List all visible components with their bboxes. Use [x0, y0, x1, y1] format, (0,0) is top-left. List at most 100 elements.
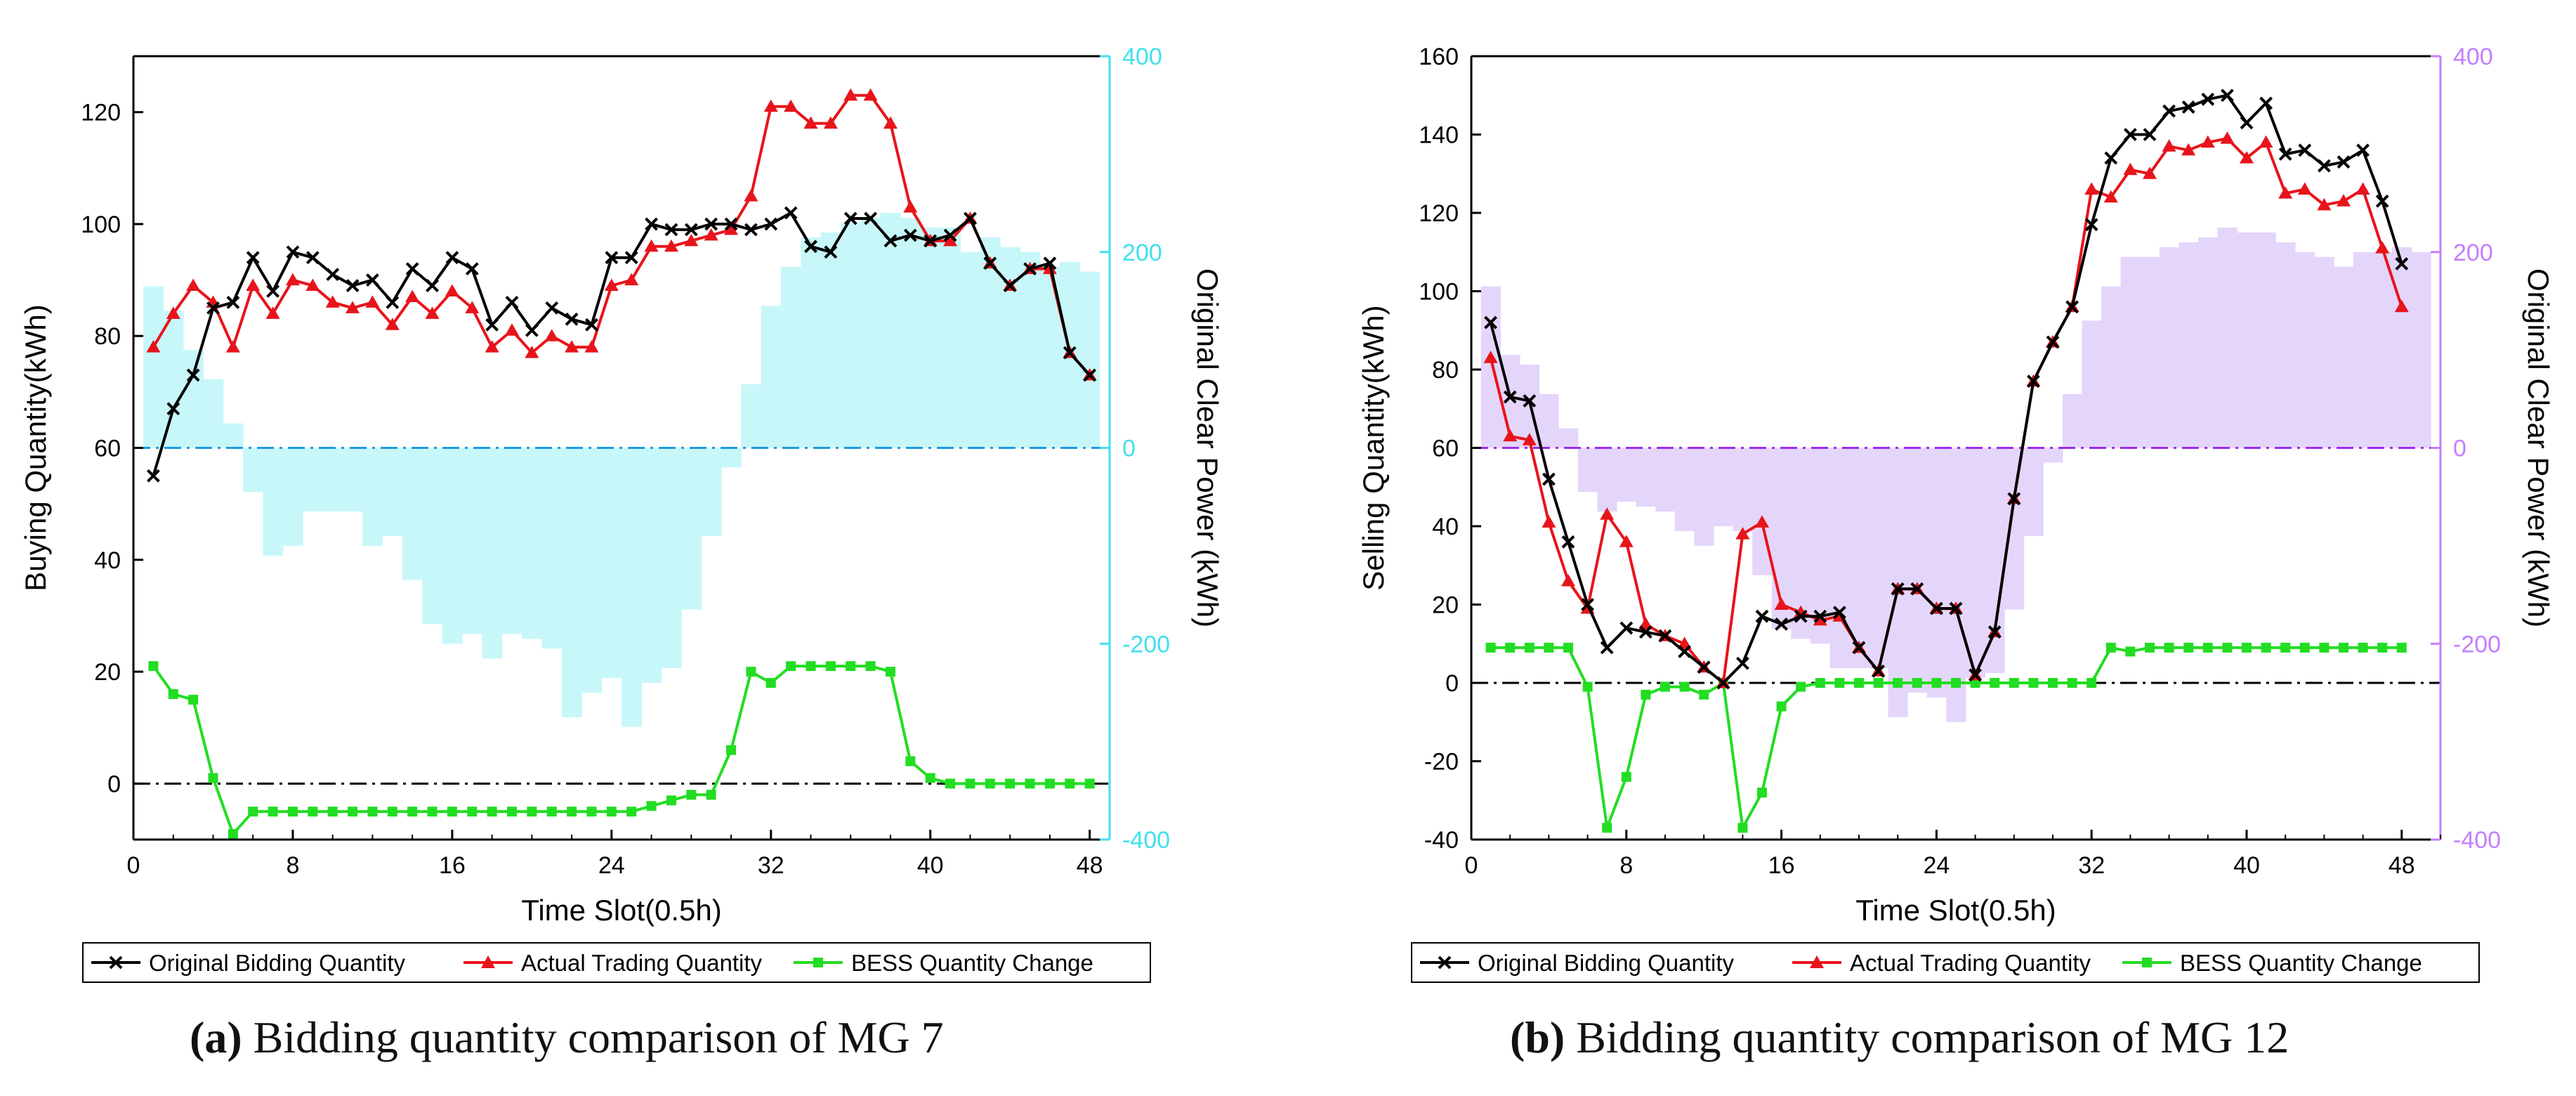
point-bess [765, 678, 776, 688]
point-bess [865, 661, 876, 672]
clear-power-bar [801, 237, 822, 448]
point-actual [2143, 167, 2157, 179]
point-original [2162, 104, 2176, 118]
clear-power-bar [1655, 448, 1676, 512]
clear-power-bar [143, 286, 164, 448]
point-original [465, 262, 479, 276]
clear-power-bar [382, 448, 403, 536]
point-bess [2028, 678, 2039, 688]
clear-power-bar [362, 448, 383, 546]
point-original [2278, 147, 2292, 161]
clear-power-bar [820, 232, 841, 448]
point-original [1503, 390, 1517, 404]
point-bess [746, 667, 756, 677]
point-original [426, 279, 439, 292]
clear-power-bar [721, 448, 742, 468]
point-bess [2222, 642, 2233, 653]
y-tick-label: 40 [1432, 514, 1459, 540]
point-actual [485, 340, 499, 353]
point-actual [1755, 515, 1769, 528]
x-tick-label: 8 [1619, 852, 1633, 879]
point-original [824, 245, 838, 259]
clear-power-bar [1636, 448, 1656, 507]
clear-power-bar [282, 448, 303, 546]
clear-power-bar [2334, 266, 2354, 448]
point-actual [565, 340, 579, 353]
clear-power-bar [1985, 448, 2005, 674]
point-original [226, 296, 240, 309]
point-original [744, 223, 758, 237]
y-tick-label: 0 [107, 771, 121, 797]
clear-power-bar [2411, 252, 2431, 448]
point-bess [1065, 778, 1075, 789]
point-original [964, 211, 977, 226]
point-original [1852, 641, 1866, 655]
point-original [1987, 625, 2002, 639]
point-bess [1893, 678, 1903, 688]
clear-power-bar [442, 448, 463, 644]
point-original [983, 256, 997, 270]
clear-power-bar [2275, 242, 2296, 448]
point-actual [265, 306, 280, 319]
point-bess [387, 807, 397, 817]
point-actual [843, 88, 858, 101]
point-bess [825, 661, 836, 672]
point-actual [863, 88, 878, 101]
point-bess [1931, 678, 1942, 688]
point-original [1678, 644, 1692, 658]
point-bess [208, 773, 218, 783]
clear-power-bar [2353, 252, 2373, 448]
point-actual [525, 346, 539, 358]
point-bess [885, 667, 895, 677]
point-original [1523, 394, 1537, 408]
point-bess [2377, 642, 2388, 653]
point-actual [2297, 182, 2312, 195]
legend-b: Original Bidding Quantity Actual Trading … [1411, 942, 2480, 983]
point-bess [2105, 642, 2116, 653]
plot-area-a [133, 88, 1110, 840]
point-actual [285, 273, 300, 286]
point-bess [1776, 701, 1787, 712]
point-actual [1813, 613, 1827, 626]
y-tick-label: 100 [81, 211, 121, 238]
clear-power-bar [2043, 448, 2063, 463]
point-bess [407, 807, 418, 817]
caption-b-tag: (b) [1510, 1012, 1565, 1062]
point-bess [1582, 681, 1593, 692]
clear-power-bar [1946, 448, 1966, 722]
clear-power-bar [2372, 252, 2393, 448]
point-actual [784, 99, 799, 112]
point-bess [2261, 642, 2271, 653]
clear-power-bar [402, 448, 423, 580]
point-actual [2103, 190, 2118, 203]
point-bess [2009, 678, 2019, 688]
chart-a: 0 8 16 24 32 40 48 0 20 40 60 80 100 120 -400 -200 0 200 4… [19, 44, 1224, 983]
point-bess [506, 807, 517, 817]
chart-b: 0 8 16 24 32 40 48-40-20020406080100120140160-… [1357, 44, 2555, 983]
point-original [605, 251, 619, 265]
point-actual [1735, 527, 1750, 540]
point-original [326, 268, 340, 282]
y2-tick-label: -400 [2453, 827, 2501, 854]
clear-power-bar [2217, 227, 2237, 448]
clear-power-bar [2120, 256, 2141, 448]
legend-marker-original [109, 955, 123, 970]
point-bess [1757, 788, 1767, 798]
point-bess [1660, 681, 1670, 692]
clear-power-bar [2004, 448, 2025, 610]
clear-power-bar [1926, 448, 1947, 698]
point-original [525, 323, 539, 337]
point-bess [2048, 678, 2058, 688]
x-tick-label: 16 [1768, 852, 1795, 879]
point-original [565, 312, 579, 326]
point-bess [1834, 678, 1845, 688]
point-bess [786, 661, 796, 672]
point-bess [945, 778, 956, 789]
point-actual [803, 116, 818, 129]
clear-power-bar [2314, 256, 2334, 448]
point-actual [1542, 515, 1556, 528]
clear-power-bar [860, 217, 881, 448]
point-actual [2084, 182, 2099, 195]
point-original [585, 318, 598, 332]
point-bess [248, 807, 258, 817]
